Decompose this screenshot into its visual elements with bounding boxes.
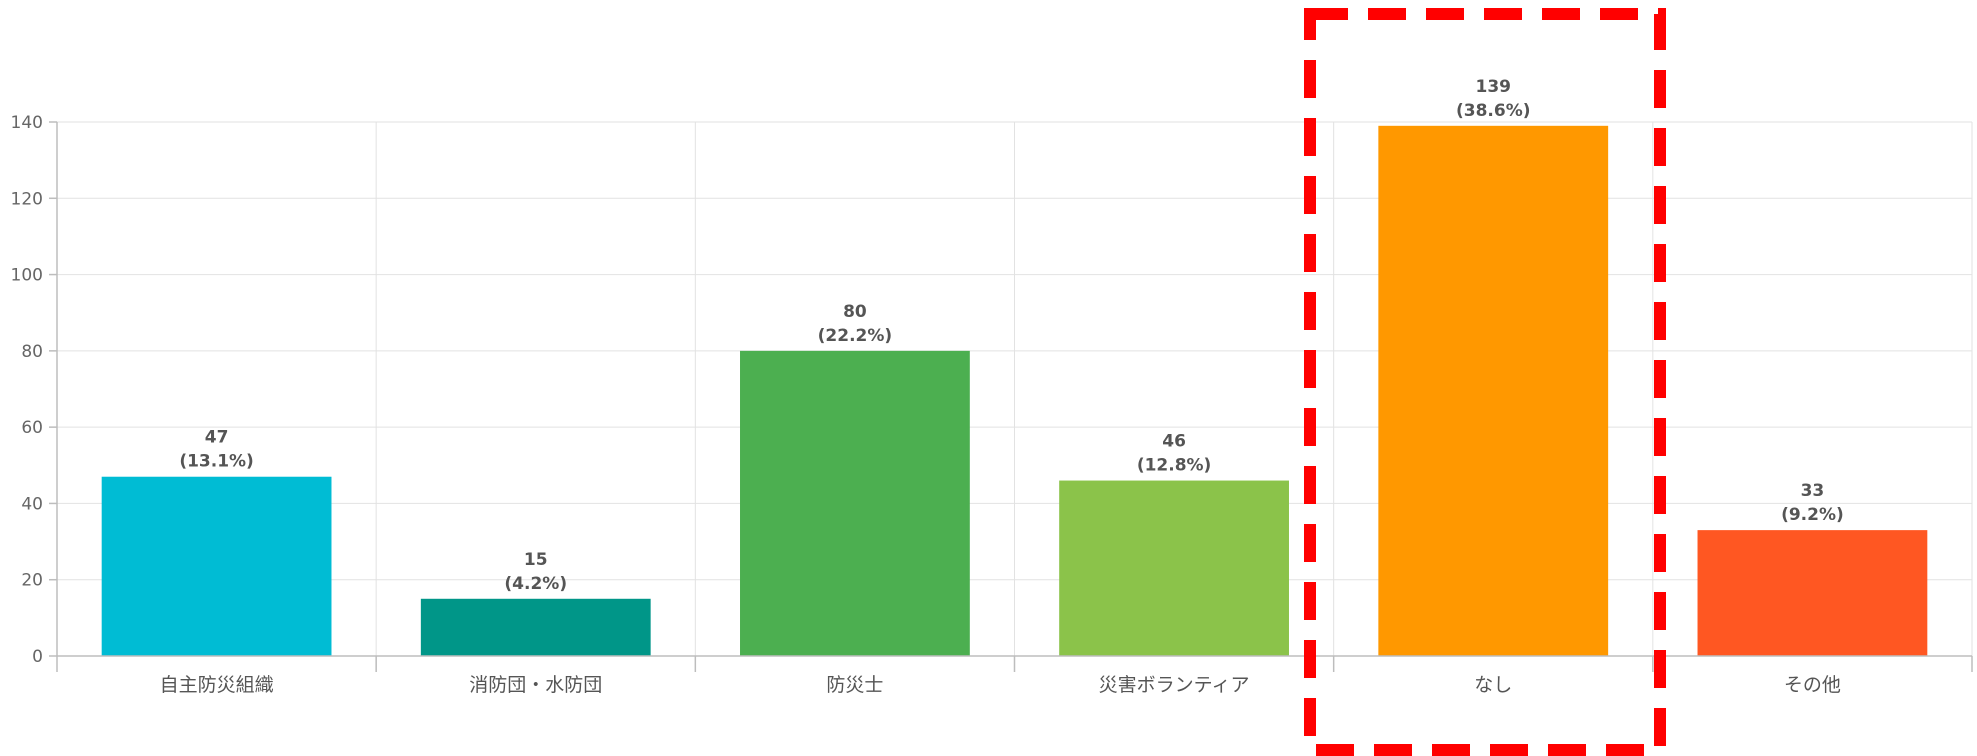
x-tick-label: その他 <box>1784 674 1841 696</box>
y-tick-label: 20 <box>21 571 43 591</box>
y-tick-label: 100 <box>11 266 43 286</box>
data-label-value: 80 <box>843 302 867 322</box>
data-label-value: 33 <box>1801 481 1825 501</box>
gridlines <box>57 121 1973 656</box>
bar <box>1697 530 1928 656</box>
x-tick-label: 自主防災組織 <box>160 674 274 696</box>
data-label-value: 15 <box>524 550 548 570</box>
data-label-percent: (4.2%) <box>504 574 567 594</box>
bar <box>740 350 970 656</box>
bar <box>101 476 332 656</box>
bar <box>420 598 651 656</box>
y-tick-label: 60 <box>21 418 43 438</box>
data-label-percent: (22.2%) <box>818 326 893 346</box>
data-label-value: 47 <box>205 428 229 448</box>
labels: 0 20 40 60 80 100 120 140 47 (13.1%) 自主防災組織 15 (4.2%… <box>11 77 1844 696</box>
data-label-value: 46 <box>1162 432 1186 452</box>
data-label-value: 139 <box>1476 77 1512 97</box>
y-tick-label: 40 <box>21 494 43 514</box>
y-tick-label: 0 <box>32 647 43 667</box>
axes <box>49 121 1973 672</box>
bar <box>1378 125 1609 657</box>
y-tick-label: 140 <box>11 113 43 133</box>
x-tick-label: 防災士 <box>826 674 883 696</box>
x-tick-label: なし <box>1474 674 1512 696</box>
x-tick-label: 消防団・水防団 <box>469 674 602 696</box>
bars <box>101 125 1928 657</box>
y-tick-label: 80 <box>21 342 43 362</box>
data-label-percent: (38.6%) <box>1456 101 1531 121</box>
y-tick-label: 120 <box>11 189 43 209</box>
x-tick-label: 災害ボランティア <box>1099 674 1250 696</box>
data-label-percent: (9.2%) <box>1781 505 1844 525</box>
highlight-box <box>1304 8 1666 756</box>
bar <box>1059 480 1289 656</box>
data-label-percent: (13.1%) <box>179 452 254 472</box>
data-label-percent: (12.8%) <box>1137 456 1212 476</box>
